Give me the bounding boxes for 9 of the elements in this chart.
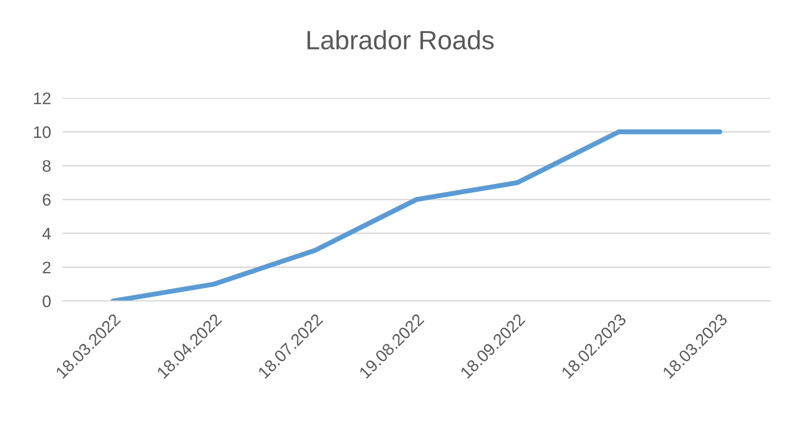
y-tick-label: 8 (42, 160, 51, 172)
y-tick-label: 0 (42, 295, 51, 308)
y-tick-label: 12 (34, 92, 50, 104)
y-tick-label: 4 (42, 228, 51, 240)
y-tick-label: 6 (42, 194, 51, 206)
y-tick-label: 10 (34, 126, 51, 138)
line-series (110, 129, 722, 301)
y-tick-label: 2 (42, 262, 50, 274)
chart-title: Labrador Roads (308, 30, 494, 50)
